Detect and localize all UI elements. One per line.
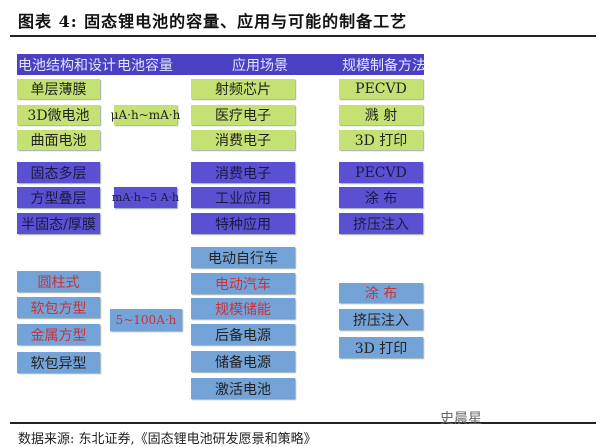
header-structure: 电池结构和设计	[18, 58, 116, 74]
top-rule	[10, 35, 596, 37]
figure-title: 图表 4: 固态锂电池的容量、应用与可能的制备工艺	[18, 12, 408, 31]
structure-box: 曲面电池	[17, 130, 100, 150]
structure-box: 方型叠层	[17, 187, 100, 208]
watermark: 史晨星	[440, 411, 482, 427]
structure-box: 圆柱式	[17, 271, 100, 292]
structure-box: 软包异型	[17, 352, 100, 373]
structure-box: 固态多层	[17, 162, 100, 183]
application-box: 工业应用	[191, 187, 295, 208]
application-box: 激活电池	[191, 378, 295, 399]
method-box: 涂 布	[339, 187, 423, 208]
method-box: PECVD	[339, 162, 423, 183]
table-header: 电池结构和设计 电池容量 应用场景 规模制备方法	[17, 54, 426, 75]
application-box: 储备电源	[191, 351, 295, 372]
application-box: 射频芯片	[191, 79, 295, 99]
method-box: PECVD	[339, 79, 423, 99]
application-box: 医疗电子	[191, 105, 295, 125]
bottom-rule	[10, 422, 596, 424]
structure-box: 软包方型	[17, 297, 100, 318]
header-method: 规模制备方法	[342, 58, 426, 74]
method-box: 涂 布	[339, 283, 423, 303]
application-box: 消费电子	[191, 162, 295, 183]
header-capacity: 电池容量	[117, 58, 173, 74]
method-box: 挤压注入	[339, 309, 423, 330]
structure-box: 3D微电池	[17, 105, 100, 125]
capacity-box: mA·h~5 A·h	[112, 187, 179, 208]
structure-box: 单层薄膜	[17, 79, 100, 99]
source-note: 数据来源: 东北证券,《固态锂电池研发愿景和策略》	[18, 432, 317, 447]
application-box: 电动自行车	[191, 247, 295, 268]
structure-box: 金属方型	[17, 324, 100, 345]
header-application: 应用场景	[232, 58, 288, 74]
capacity-box: 5~100A·h	[110, 309, 182, 331]
application-box: 特种应用	[191, 213, 295, 234]
method-box: 3D 打印	[339, 130, 423, 150]
method-box: 挤压注入	[339, 213, 423, 234]
application-box: 消费电子	[191, 130, 295, 150]
method-box: 溅 射	[339, 105, 423, 125]
application-box: 规模储能	[191, 298, 295, 319]
capacity-box: μA·h~mA·h	[111, 105, 180, 125]
application-box: 电动汽车	[191, 273, 295, 294]
structure-box: 半固态/厚膜	[17, 213, 100, 234]
method-box: 3D 打印	[339, 337, 423, 358]
application-box: 后备电源	[191, 324, 295, 345]
